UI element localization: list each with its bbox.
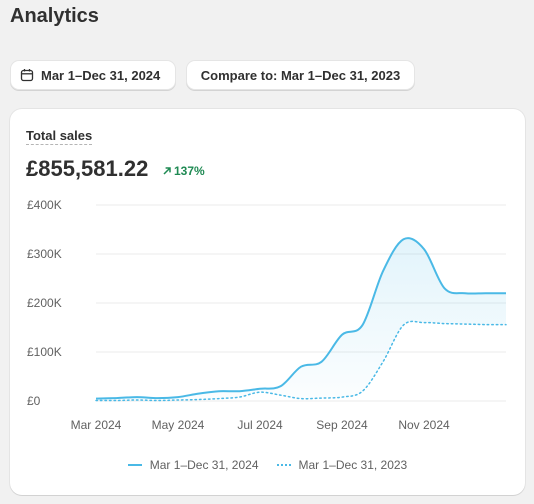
legend-swatch-solid	[127, 464, 142, 466]
x-tick-label: Jul 2024	[237, 418, 283, 432]
legend-label-2024: Mar 1–Dec 31, 2024	[149, 458, 259, 472]
legend-item-2023[interactable]: Mar 1–Dec 31, 2023	[276, 458, 408, 472]
date-range-button[interactable]: Mar 1–Dec 31, 2024	[10, 60, 176, 90]
change-value: 137%	[174, 164, 205, 178]
page-title: Analytics	[10, 5, 99, 27]
x-tick-label: Mar 2024	[71, 418, 122, 432]
x-tick-label: Sep 2024	[316, 418, 368, 432]
sales-chart: £400K £300K £200K £100K £0 Mar 2024 May 2024 J…	[27, 198, 507, 432]
y-tick-label: £100K	[27, 345, 62, 359]
y-tick-label: £0	[27, 394, 41, 408]
y-tick-label: £200K	[27, 296, 62, 310]
x-tick-label: Nov 2024	[398, 418, 450, 432]
legend-label-2023: Mar 1–Dec 31, 2023	[298, 458, 408, 472]
change-badge: 137%	[163, 164, 205, 178]
total-sales-value: £855,581.22	[26, 156, 149, 181]
chart-legend: Mar 1–Dec 31, 2024 Mar 1–Dec 31, 2023	[10, 458, 525, 472]
legend-item-2024[interactable]: Mar 1–Dec 31, 2024	[127, 458, 259, 472]
arrow-up-right-icon	[163, 167, 171, 175]
calendar-icon	[20, 68, 34, 82]
compare-label: Compare to: Mar 1–Dec 31, 2023	[200, 67, 401, 83]
series-area-fill	[96, 238, 506, 401]
series-line-2024	[95, 237, 506, 400]
date-range-label: Mar 1–Dec 31, 2024	[41, 67, 161, 83]
x-tick-label: May 2024	[152, 418, 205, 432]
y-tick-label: £300K	[27, 247, 62, 261]
total-sales-card: Total sales £855,581.22 137% £400K £300K £…	[10, 109, 525, 495]
compare-button[interactable]: Compare to: Mar 1–Dec 31, 2023	[186, 60, 415, 90]
series-line-2023	[95, 320, 507, 402]
card-title[interactable]: Total sales	[26, 128, 93, 145]
legend-swatch-dotted	[276, 464, 291, 466]
y-tick-label: £400K	[27, 198, 62, 212]
